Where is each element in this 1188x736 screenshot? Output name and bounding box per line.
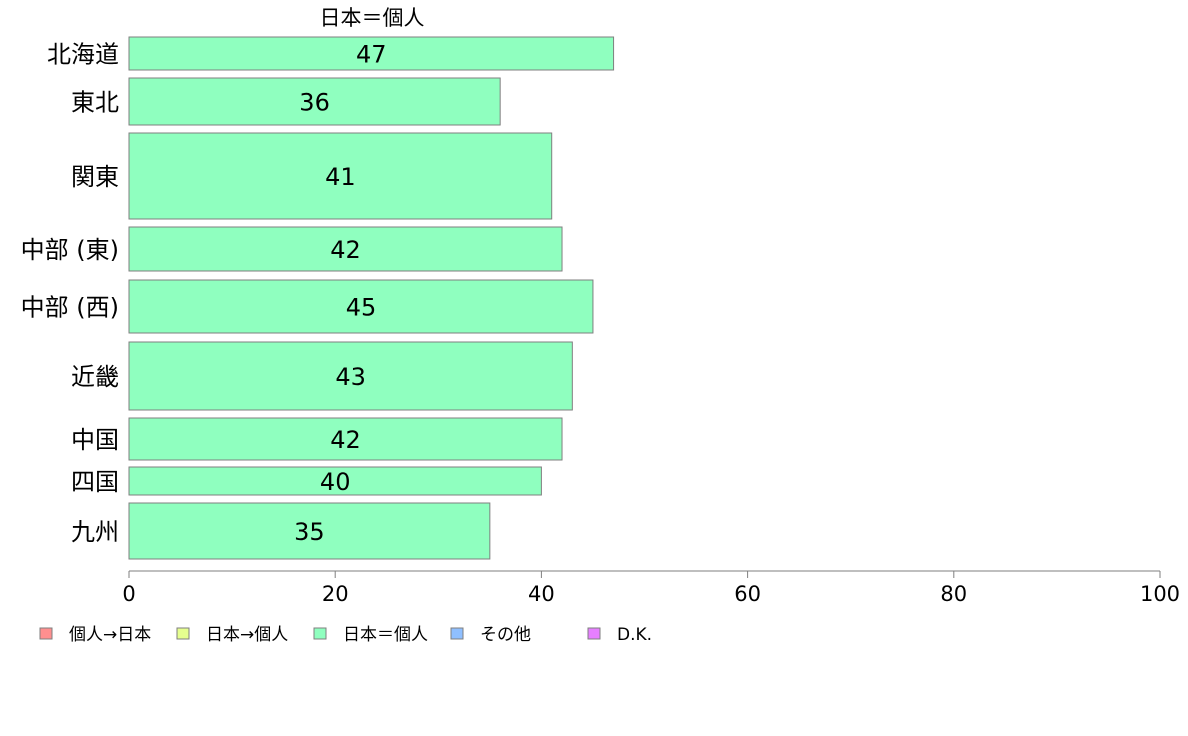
bar (128, 466, 542, 496)
x-tick-label: 20 (322, 582, 349, 606)
bar (128, 36, 615, 71)
bar (128, 279, 594, 334)
category-label: 四国 (71, 468, 119, 496)
legend-label: 日本＝個人 (343, 625, 428, 645)
x-tick-label: 0 (122, 582, 135, 606)
bar (128, 502, 491, 560)
bar-value-label: 47 (356, 41, 387, 69)
bar-value-label: 45 (346, 294, 377, 322)
bar (128, 77, 501, 126)
bar-value-label: 40 (320, 468, 351, 496)
x-tick-label: 60 (734, 582, 761, 606)
category-label: 中国 (71, 426, 119, 454)
legend-swatch (176, 627, 190, 640)
legend: 個人→日本 日本→個人 日本＝個人 その他 D.K. (39, 625, 652, 645)
category-label: 中部 (西) (21, 294, 119, 322)
chart-title: 日本＝個人 (320, 6, 425, 30)
bar-value-label: 43 (335, 363, 366, 391)
category-label: 九州 (71, 518, 119, 546)
bar-value-label: 35 (294, 518, 325, 546)
x-tick-label: 40 (528, 582, 555, 606)
bar (128, 341, 573, 411)
bar (128, 417, 563, 461)
category-label: 近畿 (71, 363, 119, 391)
legend-label: 個人→日本 (69, 625, 151, 645)
bar-value-label: 42 (330, 426, 361, 454)
bar-value-label: 42 (330, 236, 361, 264)
legend-swatch (587, 627, 601, 640)
category-label: 北海道 (47, 41, 119, 69)
legend-swatch (450, 627, 464, 640)
bar-value-label: 41 (325, 163, 356, 191)
category-label: 関東 (71, 163, 119, 191)
category-label: 東北 (71, 89, 119, 117)
x-tick-label: 100 (1140, 582, 1180, 606)
legend-label: その他 (480, 625, 531, 645)
legend-label: 日本→個人 (206, 625, 288, 645)
x-tick-label: 80 (940, 582, 967, 606)
category-label: 中部 (東) (21, 236, 119, 264)
legend-swatch (39, 627, 53, 640)
bar-value-label: 36 (299, 89, 330, 117)
bar (128, 226, 563, 272)
bars-group: 北海道 47 東北 36 関東 41 中部 (東) 42 中部 (西) 45 近畿 43 中国 42 四国 4… (21, 36, 615, 560)
legend-swatch (313, 627, 327, 640)
x-axis: 0 20 40 60 80 100 (122, 570, 1180, 606)
bar (128, 132, 553, 220)
legend-label: D.K. (617, 625, 652, 645)
